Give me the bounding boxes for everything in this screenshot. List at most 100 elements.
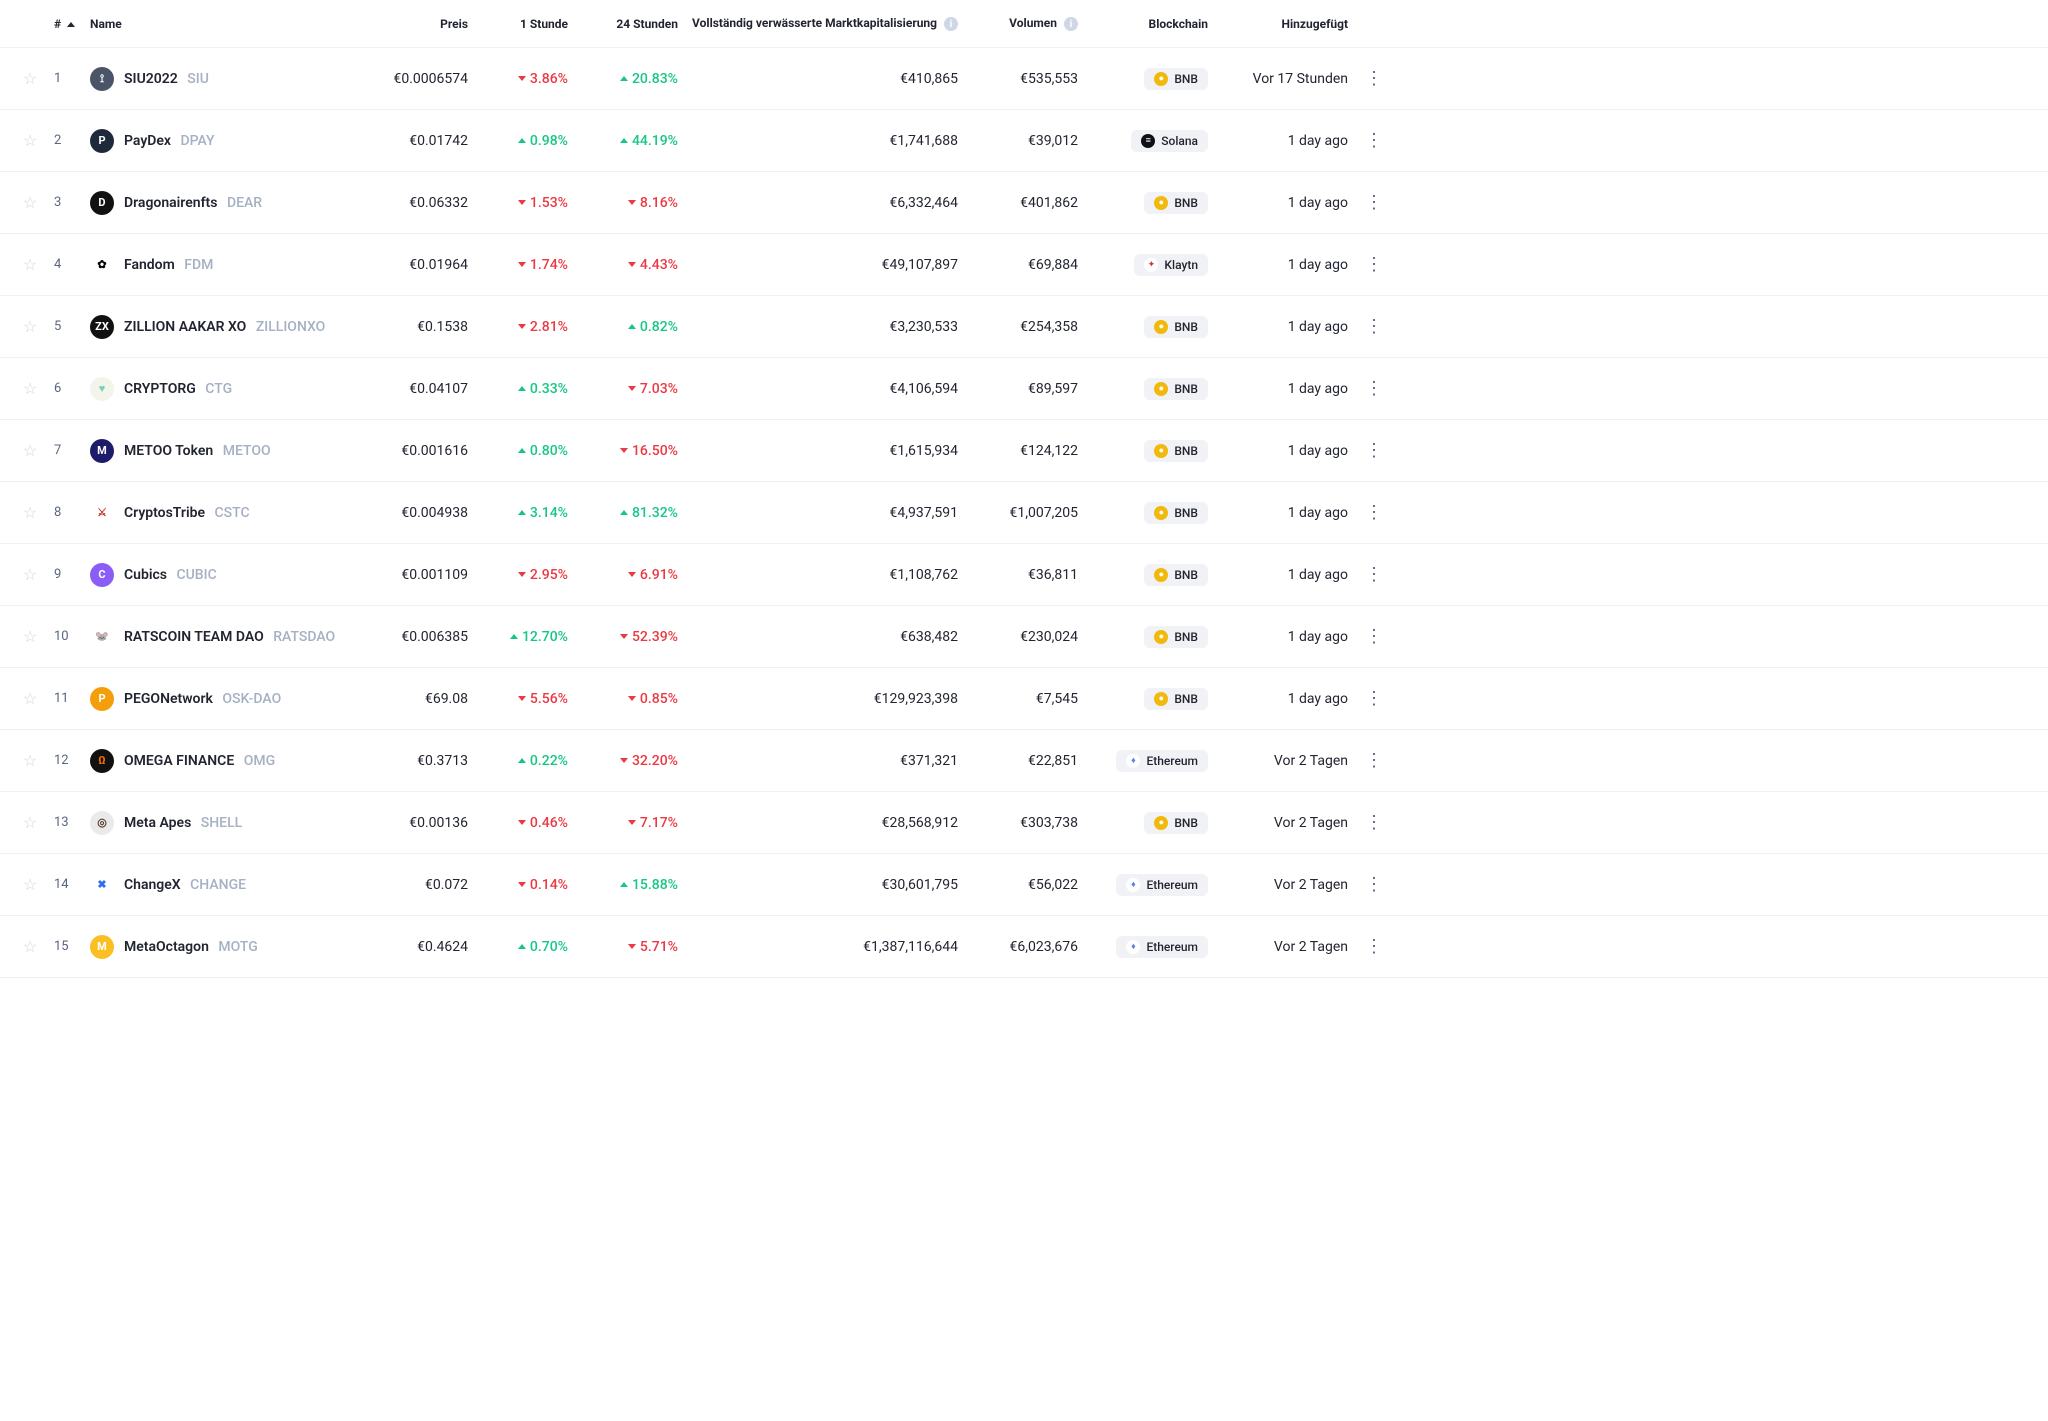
volume: €69,884 <box>1022 257 1084 273</box>
star-icon[interactable]: ☆ <box>17 627 43 646</box>
more-icon[interactable]: ⋮ <box>1354 316 1394 337</box>
table-row[interactable]: ☆ 5 ZX ZILLION AAKAR XO ZILLIONXO €0.153… <box>0 296 2048 358</box>
name-cell[interactable]: Ω OMEGA FINANCE OMG <box>84 749 364 773</box>
star-icon[interactable]: ☆ <box>17 751 43 770</box>
name-cell[interactable]: ◎ Meta Apes SHELL <box>84 811 364 835</box>
coin-symbol: CTG <box>205 381 232 397</box>
chain-pill[interactable]: ● BNB <box>1144 564 1208 586</box>
more-icon[interactable]: ⋮ <box>1354 378 1394 399</box>
name-cell[interactable]: C Cubics CUBIC <box>84 563 364 587</box>
chain-pill[interactable]: ● BNB <box>1144 378 1208 400</box>
chain-pill[interactable]: ● BNB <box>1144 192 1208 214</box>
caret-down-icon <box>620 634 628 639</box>
star-icon[interactable]: ☆ <box>17 503 43 522</box>
star-icon[interactable]: ☆ <box>17 813 43 832</box>
more-icon[interactable]: ⋮ <box>1354 68 1394 89</box>
chain-label: BNB <box>1174 320 1198 334</box>
name-cell[interactable]: M METOO Token METOO <box>84 439 364 463</box>
name-cell[interactable]: 🐭 RATSCOIN TEAM DAO RATSDAO <box>84 625 364 649</box>
star-icon[interactable]: ☆ <box>17 379 43 398</box>
table-row[interactable]: ☆ 10 🐭 RATSCOIN TEAM DAO RATSDAO €0.0063… <box>0 606 2048 668</box>
col-blockchain[interactable]: Blockchain <box>1143 17 1214 31</box>
name-cell[interactable]: ⟟ SIU2022 SIU <box>84 67 364 91</box>
blockchain: ♦ Ethereum <box>1110 936 1214 958</box>
table-row[interactable]: ☆ 15 M MetaOctagon MOTG €0.4624 0.70% 5.… <box>0 916 2048 978</box>
col-volume[interactable]: Volumen i <box>1003 16 1084 32</box>
col-price[interactable]: Preis <box>434 17 474 31</box>
chain-pill[interactable]: ● BNB <box>1144 316 1208 338</box>
more-icon[interactable]: ⋮ <box>1354 626 1394 647</box>
caret-down-icon <box>628 944 636 949</box>
more-icon[interactable]: ⋮ <box>1354 254 1394 275</box>
chain-pill[interactable]: ● BNB <box>1144 688 1208 710</box>
added: Vor 2 Tagen <box>1268 815 1354 831</box>
table-row[interactable]: ☆ 9 C Cubics CUBIC €0.001109 2.95% 6.91%… <box>0 544 2048 606</box>
more-icon[interactable]: ⋮ <box>1354 192 1394 213</box>
chain-pill[interactable]: ♦ Ethereum <box>1116 750 1208 772</box>
more-icon[interactable]: ⋮ <box>1354 502 1394 523</box>
table-row[interactable]: ☆ 2 P PayDex DPAY €0.01742 0.98% 44.19% … <box>0 110 2048 172</box>
more-icon[interactable]: ⋮ <box>1354 874 1394 895</box>
chain-pill[interactable]: ● BNB <box>1144 68 1208 90</box>
more-icon[interactable]: ⋮ <box>1354 688 1394 709</box>
chain-pill[interactable]: ● BNB <box>1144 440 1208 462</box>
rank: 9 <box>48 567 84 582</box>
table-row[interactable]: ☆ 14 ✖ ChangeX CHANGE €0.072 0.14% 15.88… <box>0 854 2048 916</box>
col-rank[interactable]: # <box>48 17 84 31</box>
star-icon[interactable]: ☆ <box>17 875 43 894</box>
table-row[interactable]: ☆ 6 ♥ CRYPTORG CTG €0.04107 0.33% 7.03% … <box>0 358 2048 420</box>
col-fdv[interactable]: Vollständig verwässerte Marktkapitalisie… <box>686 16 964 32</box>
table-row[interactable]: ☆ 4 ✿ Fandom FDM €0.01964 1.74% 4.43% €4… <box>0 234 2048 296</box>
chain-pill[interactable]: ● BNB <box>1144 626 1208 648</box>
table-row[interactable]: ☆ 7 M METOO Token METOO €0.001616 0.80% … <box>0 420 2048 482</box>
name-cell[interactable]: ⚔ CryptosTribe CSTC <box>84 501 364 525</box>
chain-icon: ● <box>1154 444 1168 458</box>
crypto-table: # Name Preis 1 Stunde 24 Stunden Vollstä… <box>0 0 2048 978</box>
star-icon[interactable]: ☆ <box>17 441 43 460</box>
star-icon[interactable]: ☆ <box>17 565 43 584</box>
caret-down-icon <box>628 262 636 267</box>
table-row[interactable]: ☆ 13 ◎ Meta Apes SHELL €0.00136 0.46% 7.… <box>0 792 2048 854</box>
more-icon[interactable]: ⋮ <box>1354 564 1394 585</box>
name-cell[interactable]: P PayDex DPAY <box>84 129 364 153</box>
volume: €230,024 <box>1014 629 1084 645</box>
col-added[interactable]: Hinzugefügt <box>1276 17 1354 31</box>
more-icon[interactable]: ⋮ <box>1354 440 1394 461</box>
star-icon[interactable]: ☆ <box>17 131 43 150</box>
table-row[interactable]: ☆ 12 Ω OMEGA FINANCE OMG €0.3713 0.22% 3… <box>0 730 2048 792</box>
more-icon[interactable]: ⋮ <box>1354 936 1394 957</box>
name-cell[interactable]: ✖ ChangeX CHANGE <box>84 873 364 897</box>
info-icon[interactable]: i <box>1064 17 1078 31</box>
chain-pill[interactable]: ≡ Solana <box>1131 130 1208 152</box>
change-24h: 5.71% <box>622 939 684 955</box>
table-row[interactable]: ☆ 3 D Dragonairenfts DEAR €0.06332 1.53%… <box>0 172 2048 234</box>
more-icon[interactable]: ⋮ <box>1354 130 1394 151</box>
star-icon[interactable]: ☆ <box>17 689 43 708</box>
info-icon[interactable]: i <box>944 17 958 31</box>
star-icon[interactable]: ☆ <box>17 937 43 956</box>
chain-pill[interactable]: ✦ Klaytn <box>1134 254 1208 276</box>
chain-icon: ● <box>1154 196 1168 210</box>
name-cell[interactable]: M MetaOctagon MOTG <box>84 935 364 959</box>
col-1h[interactable]: 1 Stunde <box>514 17 574 31</box>
chain-pill[interactable]: ♦ Ethereum <box>1116 874 1208 896</box>
name-cell[interactable]: ♥ CRYPTORG CTG <box>84 377 364 401</box>
name-cell[interactable]: ✿ Fandom FDM <box>84 253 364 277</box>
col-24h[interactable]: 24 Stunden <box>610 17 684 31</box>
chain-pill[interactable]: ● BNB <box>1144 812 1208 834</box>
star-icon[interactable]: ☆ <box>17 255 43 274</box>
star-icon[interactable]: ☆ <box>17 69 43 88</box>
name-cell[interactable]: D Dragonairenfts DEAR <box>84 191 364 215</box>
chain-pill[interactable]: ♦ Ethereum <box>1116 936 1208 958</box>
table-row[interactable]: ☆ 8 ⚔ CryptosTribe CSTC €0.004938 3.14% … <box>0 482 2048 544</box>
col-name[interactable]: Name <box>84 17 364 31</box>
name-cell[interactable]: ZX ZILLION AAKAR XO ZILLIONXO <box>84 315 364 339</box>
chain-pill[interactable]: ● BNB <box>1144 502 1208 524</box>
more-icon[interactable]: ⋮ <box>1354 812 1394 833</box>
star-icon[interactable]: ☆ <box>17 193 43 212</box>
star-icon[interactable]: ☆ <box>17 317 43 336</box>
more-icon[interactable]: ⋮ <box>1354 750 1394 771</box>
table-row[interactable]: ☆ 11 P PEGONetwork OSK-DAO €69.08 5.56% … <box>0 668 2048 730</box>
name-cell[interactable]: P PEGONetwork OSK-DAO <box>84 687 364 711</box>
table-row[interactable]: ☆ 1 ⟟ SIU2022 SIU €0.0006574 3.86% 20.83… <box>0 48 2048 110</box>
